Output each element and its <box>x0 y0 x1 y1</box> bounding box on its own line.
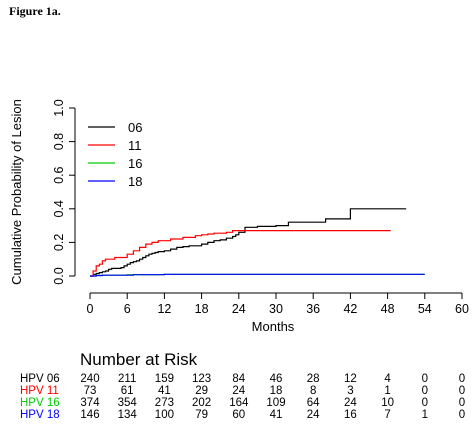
y-tick-label: 0.8 <box>52 133 66 150</box>
ticks: 0 6 12 18 24 30 36 42 48 54 600.00.20.40.60.81.0 <box>52 99 469 316</box>
risk-cell: 79 <box>195 409 208 421</box>
risk-cell: 374 <box>80 397 100 409</box>
axes <box>74 108 462 294</box>
risk-cell: 211 <box>118 373 137 385</box>
x-tick-label: 42 <box>343 302 357 316</box>
risk-cell: 60 <box>232 409 246 421</box>
x-tick-label: 36 <box>306 302 320 316</box>
risk-cell: 164 <box>229 397 249 409</box>
risk-row-label: HPV 18 <box>20 409 60 421</box>
risk-cell: 8 <box>309 385 317 397</box>
risk-cell: 64 <box>306 397 320 409</box>
y-axis-title: Cumulative Probability of Lesion <box>9 99 24 285</box>
legend: 06 11 16 18 <box>88 120 142 189</box>
risk-cell: 0 <box>421 373 428 385</box>
x-axis-title: Months <box>252 319 295 334</box>
risk-cell: 146 <box>80 409 100 421</box>
risk-cell: 134 <box>117 409 137 421</box>
risk-cell: 16 <box>343 409 357 421</box>
km-plot: 0 6 12 18 24 30 36 42 48 54 600.00.20.40.60.81.0 M… <box>9 99 469 334</box>
series-line-11 <box>90 230 391 277</box>
risk-cell: 354 <box>117 397 137 409</box>
risk-cell: 84 <box>232 373 246 385</box>
figure-label: Figure 1a. <box>9 4 61 18</box>
y-tick-label: 1.0 <box>52 99 66 116</box>
risk-cell: 18 <box>269 385 283 397</box>
y-tick-label: 0.6 <box>52 166 66 183</box>
risk-row-label: HPV 06 <box>20 373 60 385</box>
risk-cell: 29 <box>195 385 208 397</box>
risk-cell: 1 <box>421 409 428 421</box>
x-tick-label: 30 <box>269 302 283 316</box>
x-tick-label: 24 <box>232 302 246 316</box>
risk-cell: 12 <box>343 373 357 385</box>
x-tick-label: 60 <box>455 302 469 316</box>
risk-cell: 0 <box>458 397 466 409</box>
risk-cell: 3 <box>347 385 354 397</box>
risk-cell: 273 <box>154 397 174 409</box>
x-tick-label: 54 <box>418 302 432 316</box>
risk-cell: 109 <box>266 397 286 409</box>
legend-label: 06 <box>128 120 142 135</box>
series-line-18 <box>90 273 425 277</box>
x-tick-label: 0 <box>87 302 94 316</box>
y-tick-label: 0.4 <box>52 200 66 217</box>
y-tick-label: 0.2 <box>52 234 66 251</box>
x-tick-label: 48 <box>381 302 395 316</box>
risk-cell: 10 <box>381 397 394 409</box>
x-tick-label: 12 <box>157 302 171 316</box>
risk-cell: 41 <box>269 409 283 421</box>
risk-cell: 24 <box>306 409 320 421</box>
risk-cell: 202 <box>192 397 212 409</box>
risk-cell: 0 <box>458 385 466 397</box>
risk-cell: 100 <box>154 409 174 421</box>
series <box>90 208 425 277</box>
risk-cell: 41 <box>157 385 171 397</box>
risk-cell: 0 <box>458 409 466 421</box>
risk-cell: 28 <box>306 373 320 385</box>
risk-cell: 61 <box>120 385 134 397</box>
legend-label: 11 <box>128 138 142 153</box>
series-line-06 <box>90 208 407 277</box>
risk-table-title: Number at Risk <box>80 350 198 369</box>
risk-cell: 24 <box>232 385 246 397</box>
risk-cell: 0 <box>421 397 428 409</box>
x-tick-label: 6 <box>124 302 131 316</box>
risk-cell: 73 <box>83 385 97 397</box>
risk-cell: 4 <box>384 373 391 385</box>
risk-cell: 46 <box>269 373 283 385</box>
risk-cell: 240 <box>80 373 100 385</box>
risk-cell: 159 <box>154 373 174 385</box>
risk-cell: 0 <box>458 373 466 385</box>
x-tick-label: 18 <box>195 302 209 316</box>
risk-cell: 1 <box>384 385 391 397</box>
risk-row-label: HPV 16 <box>20 397 60 409</box>
risk-cell: 24 <box>343 397 357 409</box>
risk-cell: 0 <box>421 385 428 397</box>
risk-cell: 123 <box>192 373 212 385</box>
legend-label: 16 <box>128 156 142 171</box>
y-tick-label: 0.0 <box>52 267 66 284</box>
risk-cell: 7 <box>384 409 391 421</box>
risk-row-label: HPV 11 <box>20 385 59 397</box>
legend-label: 18 <box>128 174 142 189</box>
